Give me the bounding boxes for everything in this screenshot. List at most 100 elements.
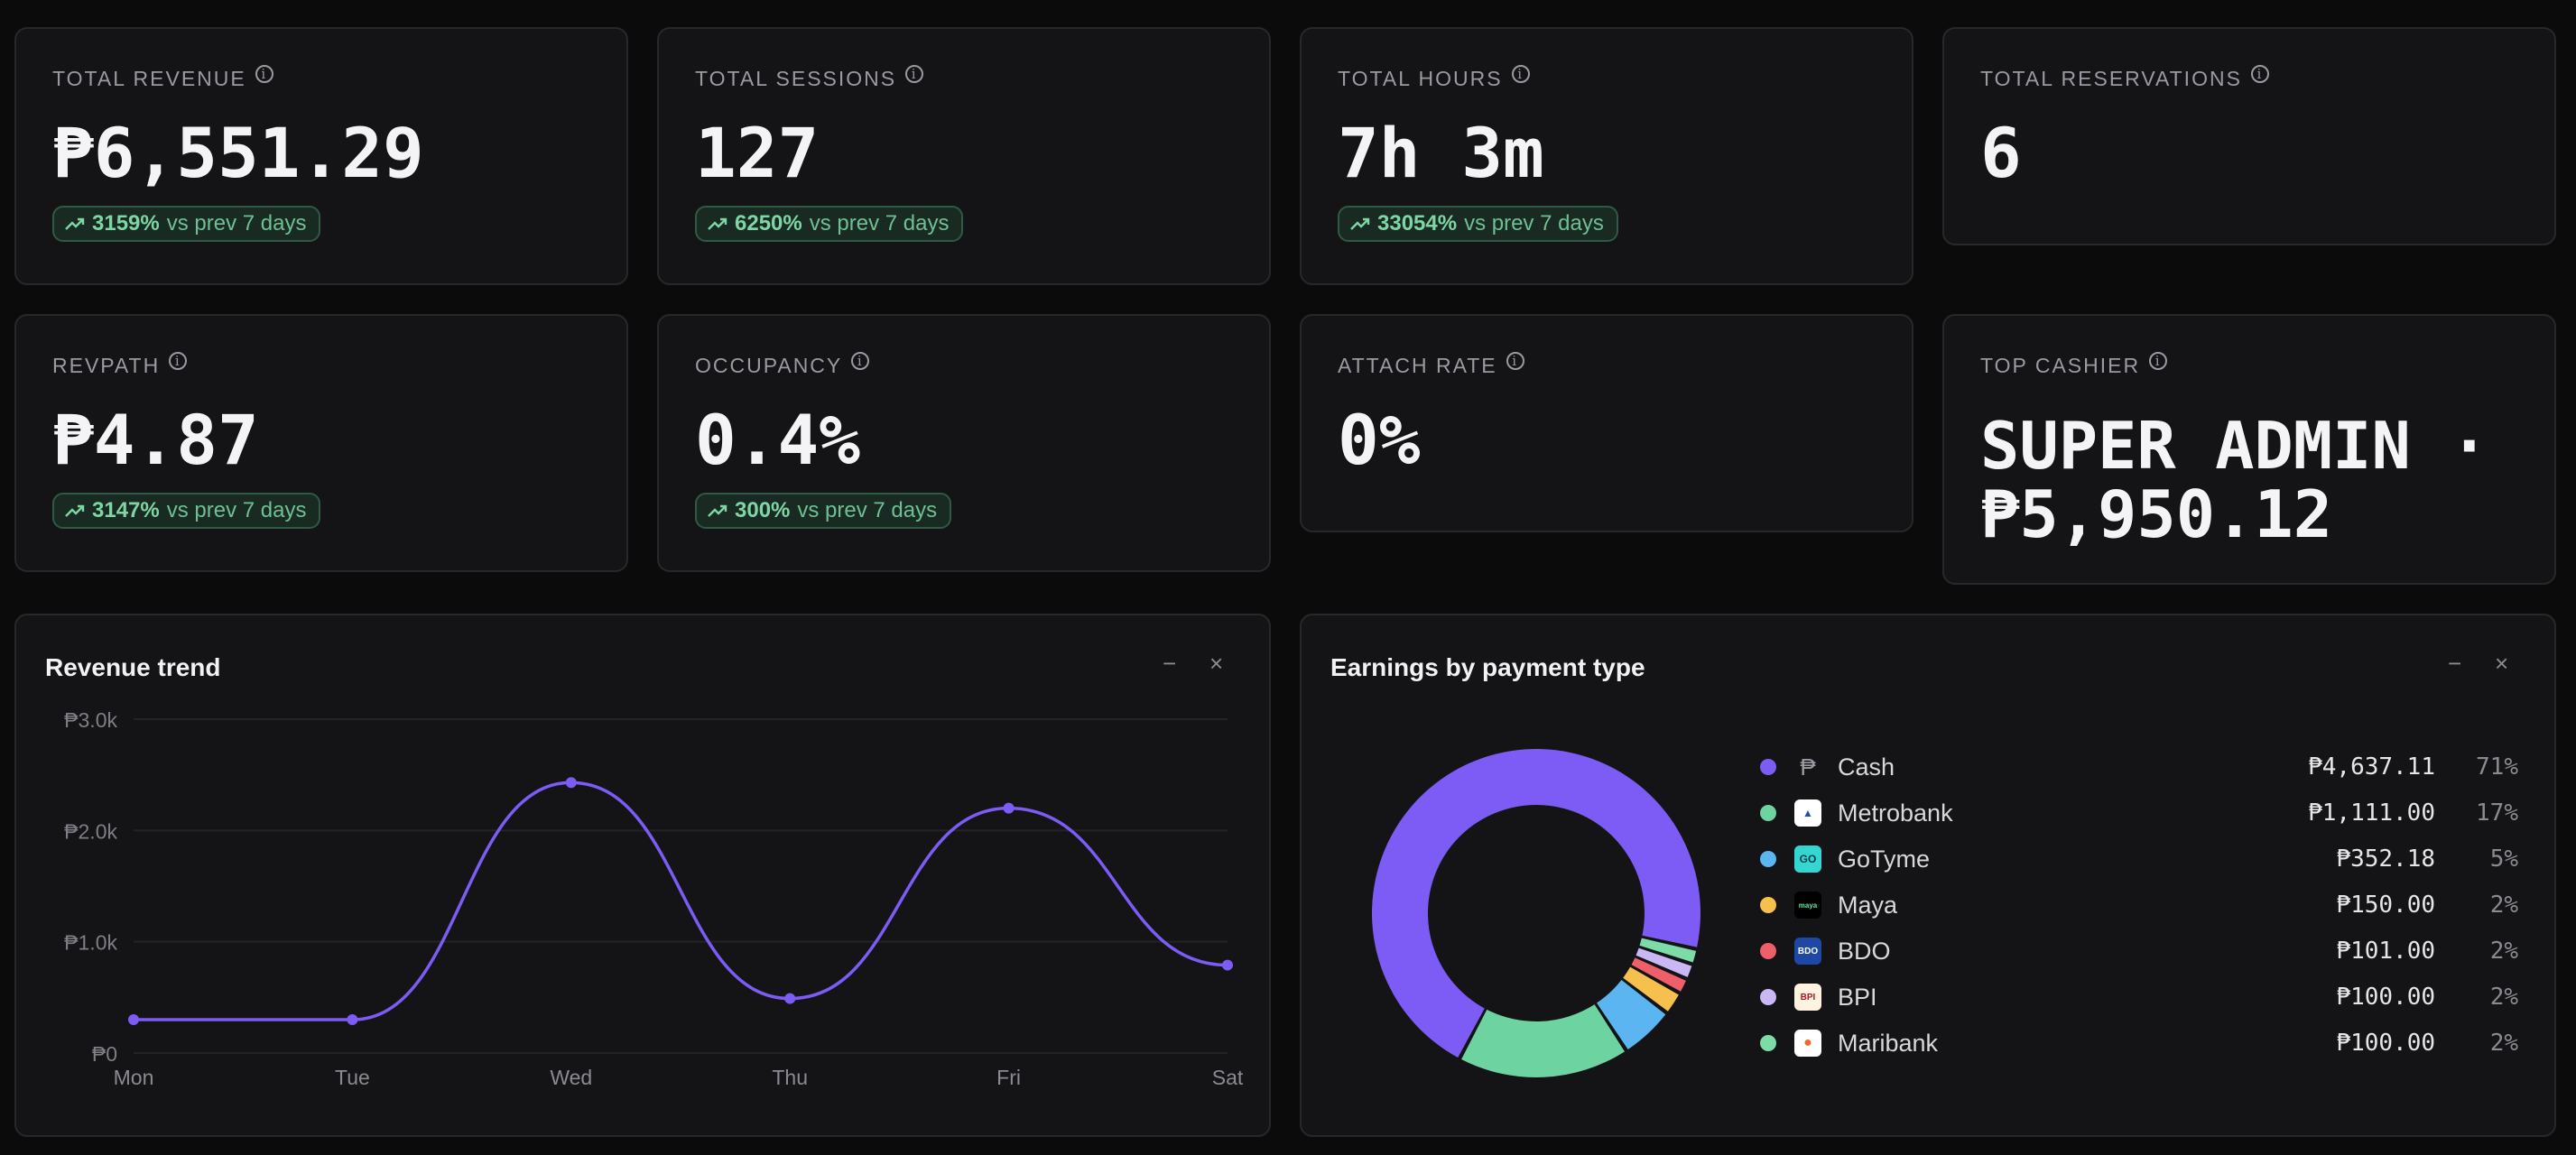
x-tick-label: Tue xyxy=(335,1066,370,1089)
kpi-value: ₱6,551.29 xyxy=(52,113,424,193)
trend-up-icon xyxy=(1350,217,1370,230)
payment-type-panel: Earnings by payment type − × ₱ Cash ₱4,6… xyxy=(1300,614,2556,1137)
kpi-label-text: TOTAL RESERVATIONS xyxy=(1980,67,2242,90)
change-percent: 300% xyxy=(735,498,791,522)
legend-percent: 17% xyxy=(2476,799,2518,827)
x-tick-label: Fri xyxy=(996,1066,1021,1089)
donut-slice-gotyme[interactable] xyxy=(1597,979,1666,1049)
legend-amount: ₱150.00 xyxy=(2336,892,2435,919)
info-icon[interactable]: i xyxy=(169,351,188,370)
info-icon[interactable]: i xyxy=(2250,64,2269,83)
data-point[interactable] xyxy=(1222,959,1233,971)
donut-slice-maya[interactable] xyxy=(1623,966,1679,1012)
maribank-logo-icon: ● xyxy=(1794,1030,1821,1057)
revenue-series-line xyxy=(134,781,1228,1021)
kpi-label: TOTAL RESERVATIONS i xyxy=(1980,64,2269,91)
bdo-logo-icon: BDO xyxy=(1794,938,1821,965)
legend-label: Maribank xyxy=(1838,1029,1939,1057)
legend-dot xyxy=(1760,851,1776,867)
legend-percent: 5% xyxy=(2489,845,2518,873)
legend-percent: 71% xyxy=(2476,753,2518,781)
legend-amount: ₱100.00 xyxy=(2336,984,2435,1011)
legend-row-cash: ₱ Cash ₱4,637.11 71% xyxy=(1760,749,2518,785)
legend-row-maya: maya Maya ₱150.00 2% xyxy=(1760,887,2518,923)
y-tick-label: ₱3.0k xyxy=(64,708,117,732)
info-icon[interactable]: i xyxy=(255,64,273,83)
info-icon[interactable]: i xyxy=(2149,351,2168,370)
change-badge: 3147% vs prev 7 days xyxy=(52,493,321,529)
kpi-card-total-reservations: TOTAL RESERVATIONS i 6 xyxy=(1942,27,2556,245)
kpi-label: REVPATH i xyxy=(52,351,188,378)
legend-label: BPI xyxy=(1838,983,1877,1011)
data-point[interactable] xyxy=(565,777,577,789)
gotyme-logo-icon: GO xyxy=(1794,845,1821,873)
info-icon[interactable]: i xyxy=(1506,351,1524,370)
legend-label: Cash xyxy=(1838,753,1895,781)
donut-slice-bdo[interactable] xyxy=(1631,957,1686,992)
legend-amount: ₱101.00 xyxy=(2336,938,2435,965)
close-icon[interactable]: × xyxy=(2495,650,2509,677)
kpi-value: 0.4% xyxy=(695,400,861,480)
x-tick-label: Wed xyxy=(550,1066,592,1089)
change-badge: 3159% vs prev 7 days xyxy=(52,206,321,242)
kpi-value: ₱4.87 xyxy=(52,400,259,480)
minimize-icon[interactable]: − xyxy=(2448,650,2462,677)
kpi-card-occupancy: OCCUPANCY i 0.4% 300% vs prev 7 days xyxy=(657,314,1271,572)
legend-label: GoTyme xyxy=(1838,845,1931,873)
kpi-card-total-revenue: TOTAL REVENUE i ₱6,551.29 3159% vs prev 7… xyxy=(14,27,628,285)
kpi-label-text: TOTAL HOURS xyxy=(1338,67,1503,90)
change-percent: 6250% xyxy=(735,211,802,236)
change-badge: 300% vs prev 7 days xyxy=(695,493,952,529)
legend-row-maribank: ● Maribank ₱100.00 2% xyxy=(1760,1025,2518,1061)
kpi-label-text: TOTAL SESSIONS xyxy=(695,67,897,90)
data-point[interactable] xyxy=(128,1014,139,1025)
panel-title: Revenue trend xyxy=(45,653,221,681)
peso-icon: ₱ xyxy=(1800,753,1816,781)
legend-amount: ₱4,637.11 xyxy=(2308,753,2435,781)
x-tick-label: Thu xyxy=(772,1066,808,1089)
data-point[interactable] xyxy=(1003,802,1015,814)
kpi-label: OCCUPANCY i xyxy=(695,351,870,378)
legend-percent: 2% xyxy=(2489,1030,2518,1057)
legend-dot xyxy=(1760,805,1776,821)
kpi-card-revpath: REVPATH i ₱4.87 3147% vs prev 7 days xyxy=(14,314,628,572)
info-icon[interactable]: i xyxy=(905,64,924,83)
trend-up-icon xyxy=(65,217,85,230)
legend-row-bdo: BDO BDO ₱101.00 2% xyxy=(1760,933,2518,969)
data-point[interactable] xyxy=(784,993,796,1004)
legend-dot xyxy=(1760,989,1776,1005)
legend-label: BDO xyxy=(1838,937,1891,965)
minimize-icon[interactable]: − xyxy=(1163,650,1177,677)
change-badge: 33054% vs prev 7 days xyxy=(1338,206,1618,242)
donut-slice-maribank[interactable] xyxy=(1639,938,1697,963)
x-tick-label: Mon xyxy=(114,1066,154,1089)
legend-percent: 2% xyxy=(2489,984,2518,1011)
trend-up-icon xyxy=(708,504,727,517)
revenue-trend-panel: Revenue trend − × ₱0 ₱1.0k ₱2.0k ₱3.0k Mon Tu… xyxy=(14,614,1271,1137)
info-icon[interactable]: i xyxy=(1511,64,1530,83)
legend-dot xyxy=(1760,759,1776,775)
legend-amount: ₱352.18 xyxy=(2336,845,2435,873)
y-tick-label: ₱2.0k xyxy=(64,819,117,843)
legend-dot xyxy=(1760,1035,1776,1051)
panel-title: Earnings by payment type xyxy=(1330,653,1645,681)
legend-label: Maya xyxy=(1838,891,1898,919)
kpi-label: TOTAL SESSIONS i xyxy=(695,64,924,91)
kpi-value: 6 xyxy=(1980,113,2022,193)
kpi-label-text: TOP CASHIER xyxy=(1980,354,2141,377)
legend-label: Metrobank xyxy=(1838,799,1953,827)
change-compare: vs prev 7 days xyxy=(166,211,307,236)
info-icon[interactable]: i xyxy=(851,351,870,370)
kpi-value: SUPER ADMIN · ₱5,950.12 xyxy=(1980,408,2489,552)
donut-slice-metrobank[interactable] xyxy=(1461,1004,1625,1077)
kpi-label: TOTAL REVENUE i xyxy=(52,64,273,91)
kpi-card-total-sessions: TOTAL SESSIONS i 127 6250% vs prev 7 days xyxy=(657,27,1271,285)
donut-slice-bpi[interactable] xyxy=(1635,947,1692,977)
maya-logo-icon: maya xyxy=(1794,892,1821,919)
kpi-card-total-hours: TOTAL HOURS i 7h 3m 33054% vs prev 7 days xyxy=(1300,27,1913,285)
close-icon[interactable]: × xyxy=(1209,650,1224,677)
data-point[interactable] xyxy=(347,1014,358,1025)
change-percent: 3147% xyxy=(92,498,160,522)
donut-slice-cash[interactable] xyxy=(1372,749,1700,1058)
change-compare: vs prev 7 days xyxy=(166,498,307,522)
